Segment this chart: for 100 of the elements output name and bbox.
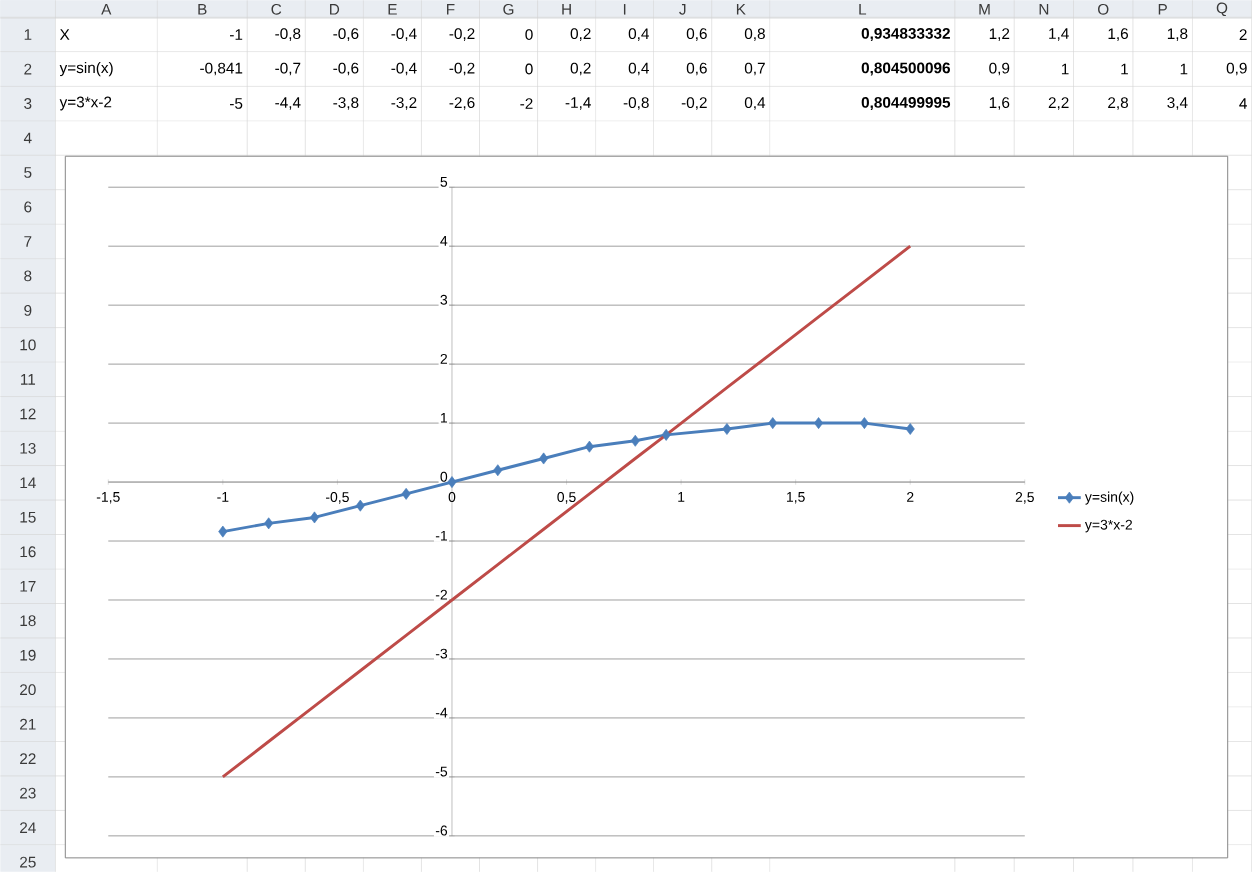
text: 14	[20, 477, 36, 488]
text: -4,4	[275, 97, 301, 110]
text: 2	[24, 63, 32, 75]
text: -0,841	[200, 62, 243, 76]
text: P	[1158, 3, 1167, 15]
text: -0,2	[681, 97, 707, 110]
y-tick-label: 5	[440, 176, 448, 187]
text: E	[388, 3, 397, 15]
y-tick-label: -2	[435, 589, 447, 600]
text: 3	[24, 98, 32, 109]
text: 17	[20, 580, 36, 592]
y-tick-label: 3	[440, 294, 448, 305]
text: 22	[20, 753, 36, 764]
text: 8	[24, 270, 32, 282]
text: -0,2	[449, 62, 475, 76]
y-tick-label: -3	[435, 648, 448, 659]
text: 0,4	[744, 97, 766, 110]
text: 7	[24, 236, 32, 247]
text: y=3*x-2	[59, 96, 112, 111]
text: -0,6	[333, 62, 359, 76]
text: 0,9	[989, 62, 1010, 76]
text: 0,2	[570, 62, 591, 76]
text: 1,8	[1167, 28, 1188, 41]
text: 13	[20, 442, 36, 454]
text: 11	[21, 374, 36, 385]
text: A	[101, 3, 112, 15]
text: 24	[20, 822, 36, 833]
text: Q	[1216, 2, 1228, 17]
text: -0,4	[391, 62, 417, 76]
text: N	[1039, 3, 1049, 15]
text: 19	[20, 649, 36, 661]
text: I	[623, 3, 626, 15]
x-tick-label: 2	[907, 492, 914, 502]
text: -0,2	[449, 28, 475, 41]
text: 4	[1239, 98, 1247, 109]
text: 0,6	[686, 28, 707, 41]
text: 1	[24, 29, 32, 40]
y-tick-label: -5	[435, 766, 448, 777]
y-tick-label: -6	[435, 825, 448, 836]
text: 1,4	[1049, 28, 1069, 41]
text: 0,6	[686, 62, 707, 76]
text: B	[198, 3, 207, 15]
text: -0,8	[275, 28, 301, 41]
text: -2,6	[449, 97, 475, 110]
text: 15	[20, 511, 36, 523]
x-tick-label: -0,5	[325, 492, 349, 504]
text: 0,9	[1226, 62, 1247, 76]
y-tick-label: 1	[440, 412, 448, 423]
text: 18	[20, 615, 36, 627]
y-tick-label: 2	[440, 353, 447, 364]
text: D	[330, 3, 340, 15]
legend-label: y=sin(x)	[1084, 491, 1134, 505]
x-tick-label: 1	[678, 492, 685, 502]
text: X	[59, 29, 70, 40]
text: C	[271, 3, 282, 15]
text: L	[859, 3, 867, 15]
text: 1,2	[989, 28, 1010, 41]
text: y=sin(x)	[59, 61, 113, 77]
text: 1	[1121, 63, 1128, 75]
text: -0,8	[623, 97, 649, 110]
text: -0,7	[275, 62, 301, 76]
text: H	[562, 3, 571, 15]
text: 0	[525, 29, 533, 40]
x-tick-label: 0	[448, 492, 456, 502]
y-tick-label: -4	[435, 707, 448, 718]
text: 2,2	[1048, 97, 1069, 110]
text: F	[447, 3, 455, 15]
text: 10	[20, 339, 36, 351]
text: 0,2	[570, 28, 591, 41]
x-tick-label: -1,5	[96, 492, 120, 504]
text: 23	[20, 787, 36, 799]
text: -3,2	[391, 97, 417, 110]
y-tick-label: 4	[440, 235, 448, 246]
text: 21	[20, 718, 36, 730]
text: 5	[24, 167, 32, 178]
x-tick-label: 0,5	[557, 492, 576, 504]
text: 12	[20, 408, 36, 420]
text: G	[503, 3, 514, 15]
text: 0,804499995	[861, 96, 951, 110]
text: -3,8	[333, 97, 359, 110]
x-tick-label: -1	[217, 492, 229, 502]
text: -5	[230, 98, 243, 109]
text: 6	[24, 201, 32, 213]
text: 16	[20, 546, 36, 558]
text: O	[1098, 3, 1109, 15]
legend-label: y=3*x-2	[1084, 519, 1133, 533]
text: 3,4	[1167, 97, 1188, 110]
text: 1	[1180, 63, 1188, 75]
text: 4	[23, 132, 32, 144]
text: M	[979, 3, 990, 15]
text: 9	[24, 304, 32, 316]
text: 2,8	[1108, 97, 1129, 110]
text: 25	[20, 856, 36, 868]
text: 0,934833332	[861, 27, 950, 41]
y-tick-label: -1	[435, 530, 448, 541]
text: 0,4	[628, 28, 649, 41]
text: 1,6	[1108, 28, 1128, 41]
x-tick-label: 2,5	[1015, 492, 1034, 504]
text: 20	[20, 684, 36, 696]
text: 0,804500096	[861, 62, 950, 76]
